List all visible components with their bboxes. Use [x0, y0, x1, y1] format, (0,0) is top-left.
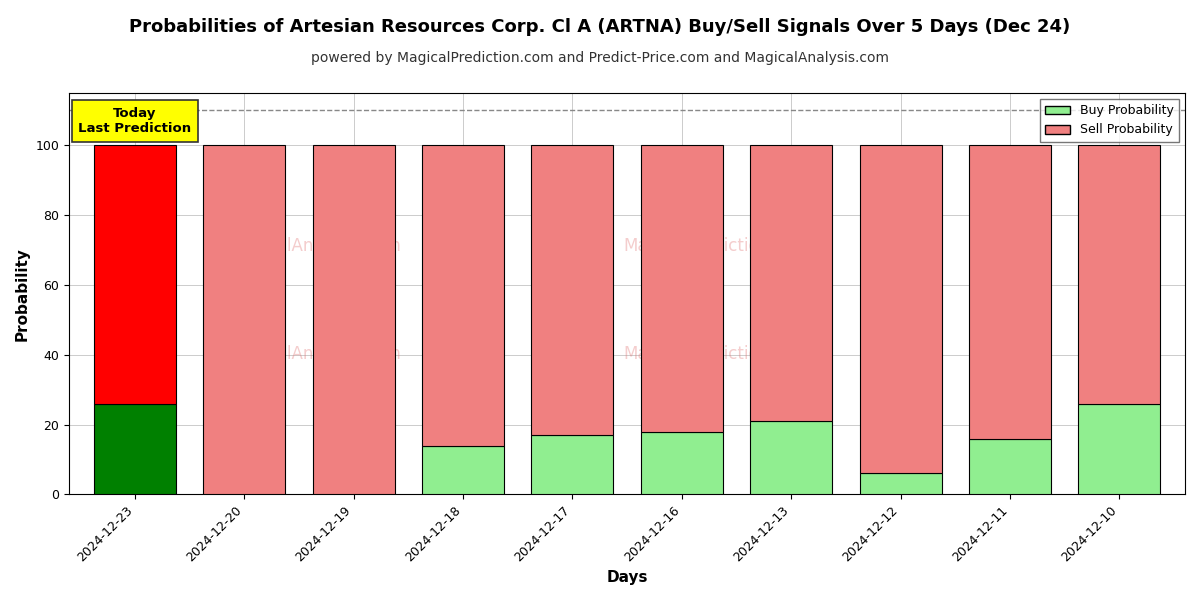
- Bar: [641, 145, 722, 431]
- Bar: [968, 145, 1051, 439]
- Legend: Buy Probability, Sell Probability: Buy Probability, Sell Probability: [1040, 99, 1178, 142]
- Text: Today
Last Prediction: Today Last Prediction: [78, 107, 191, 135]
- Text: MagicalPrediction.com: MagicalPrediction.com: [623, 236, 810, 254]
- X-axis label: Days: Days: [606, 570, 648, 585]
- Y-axis label: Probability: Probability: [16, 247, 30, 341]
- Bar: [1079, 145, 1160, 404]
- Bar: [859, 473, 942, 494]
- Bar: [422, 145, 504, 446]
- Bar: [750, 145, 832, 421]
- Text: powered by MagicalPrediction.com and Predict-Price.com and MagicalAnalysis.com: powered by MagicalPrediction.com and Pre…: [311, 51, 889, 65]
- Text: MagicalPrediction.com: MagicalPrediction.com: [623, 345, 810, 363]
- Bar: [422, 446, 504, 494]
- Bar: [203, 145, 286, 494]
- Bar: [532, 145, 613, 435]
- Bar: [968, 439, 1051, 494]
- Text: MagicalAnalysis.com: MagicalAnalysis.com: [228, 345, 401, 363]
- Bar: [532, 435, 613, 494]
- Bar: [312, 145, 395, 494]
- Text: MagicalAnalysis.com: MagicalAnalysis.com: [228, 236, 401, 254]
- Bar: [94, 404, 176, 494]
- Bar: [750, 421, 832, 494]
- Bar: [641, 431, 722, 494]
- Text: Probabilities of Artesian Resources Corp. Cl A (ARTNA) Buy/Sell Signals Over 5 D: Probabilities of Artesian Resources Corp…: [130, 18, 1070, 36]
- Bar: [94, 145, 176, 404]
- Bar: [1079, 404, 1160, 494]
- Bar: [859, 145, 942, 473]
